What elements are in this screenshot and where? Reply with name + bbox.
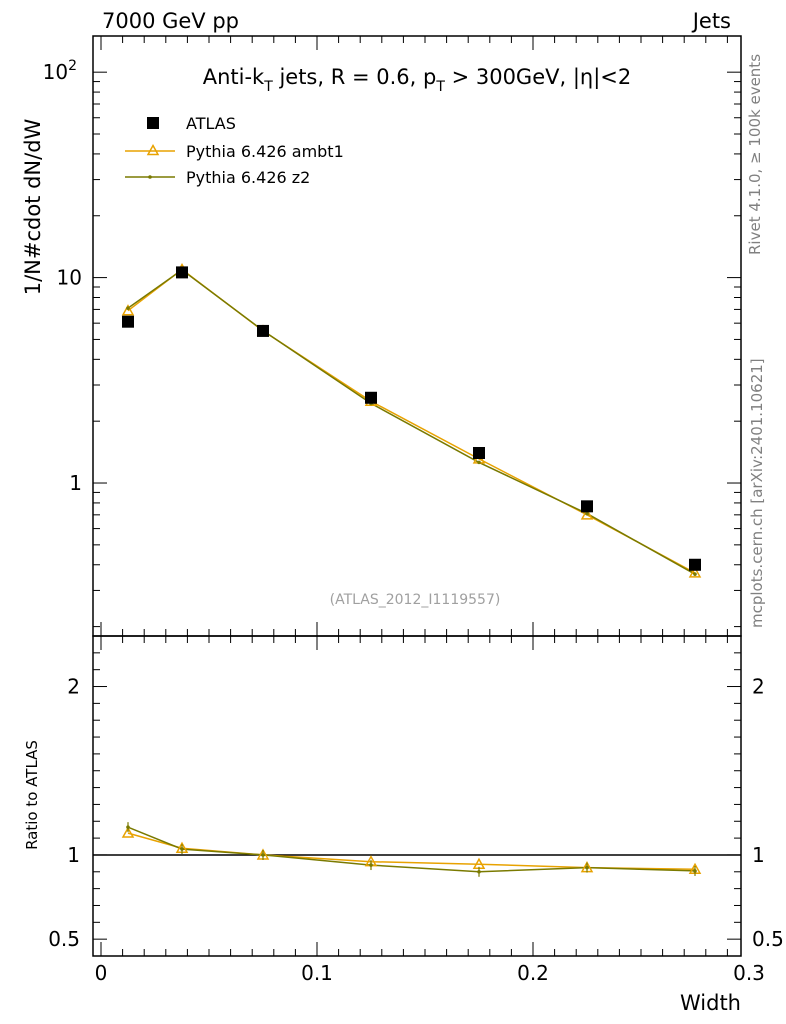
chart-title: Anti-kT jets, R = 0.6, pT > 300GeV, |η|<… — [203, 65, 632, 95]
ratio-data-layer — [93, 822, 741, 877]
ratio-z2-point — [693, 869, 697, 873]
ambt1-line — [127, 268, 696, 574]
ratio-z2-point — [180, 847, 184, 851]
ratio-axis-ticks — [93, 636, 741, 956]
ratio-z2-line — [127, 826, 696, 873]
ratio-y-tick-label-left: 0.5 — [48, 927, 80, 951]
ratio-y-axis-title: Ratio to ATLAS — [23, 740, 41, 850]
legend-ambt1-label: Pythia 6.426 ambt1 — [186, 142, 344, 161]
z2-point — [126, 306, 130, 310]
ratio-y-tick-labels: 0.5 0.5 1 1 2 2 — [48, 675, 784, 952]
y-axis-title: 1/N#cdot dN/dW — [21, 118, 45, 295]
ratio-y-tick-label-left: 1 — [67, 843, 80, 867]
z2-point — [693, 572, 697, 576]
x-tick-label: 0.2 — [517, 961, 549, 985]
atlas-point — [122, 315, 134, 328]
header-energy: 7000 GeV pp — [102, 9, 239, 33]
ratio-y-tick-label-right: 0.5 — [752, 927, 784, 951]
atlas-point — [689, 558, 701, 571]
legend-atlas-label: ATLAS — [186, 114, 236, 133]
ratio-z2-point — [369, 863, 373, 867]
ratio-z2-point — [126, 825, 130, 829]
ratio-panel-frame — [92, 635, 742, 957]
x-tick-label: 0 — [95, 961, 108, 985]
legend-atlas-marker — [147, 117, 159, 129]
ratio-y-tick-label-right: 2 — [752, 675, 765, 699]
main-axis-ticks — [93, 36, 741, 636]
ambt1-point — [580, 508, 594, 520]
ratio-z2-point — [585, 865, 589, 870]
atlas-point — [257, 324, 269, 337]
x-tick-label: 0.1 — [301, 961, 333, 985]
rivet-label: Rivet 4.1.0, ≥ 100k events — [746, 54, 764, 255]
z2-point — [477, 460, 481, 465]
y-tick-label: 102 — [43, 58, 77, 84]
z2-point — [585, 511, 589, 516]
main-data-layer — [121, 262, 702, 578]
legend-z2-marker — [148, 175, 152, 179]
atlas-point — [473, 446, 485, 459]
header-category: Jets — [691, 9, 731, 33]
atlas-point — [581, 500, 593, 513]
analysis-watermark: (ATLAS_2012_I1119557) — [330, 592, 501, 608]
x-axis-title: Width — [680, 991, 741, 1015]
x-tick-labels: 0 0.1 0.2 0.3 — [95, 961, 765, 985]
ratio-y-tick-label-right: 1 — [752, 843, 765, 867]
y-tick-label: 10 — [57, 266, 82, 290]
x-tick-label: 0.3 — [733, 961, 765, 985]
ratio-z2-point — [477, 869, 481, 874]
ambt1-point — [121, 304, 135, 316]
y-tick-label: 1 — [69, 471, 82, 495]
ratio-z2-point — [261, 853, 265, 857]
mcplots-label: mcplots.cern.ch [arXiv:2401.10621] — [748, 358, 766, 628]
legend-z2-label: Pythia 6.426 z2 — [186, 168, 310, 187]
ambt1-point — [688, 566, 702, 578]
ratio-ambt1-point — [121, 826, 135, 838]
legend-ambt1-marker — [146, 143, 160, 156]
legend: ATLAS Pythia 6.426 ambt1 Pythia 6.426 z2 — [125, 114, 344, 187]
ratio-y-tick-label-left: 2 — [67, 675, 80, 699]
atlas-point — [365, 391, 377, 404]
main-y-tick-labels: 1 10 102 — [43, 58, 82, 495]
atlas-point — [176, 266, 188, 279]
